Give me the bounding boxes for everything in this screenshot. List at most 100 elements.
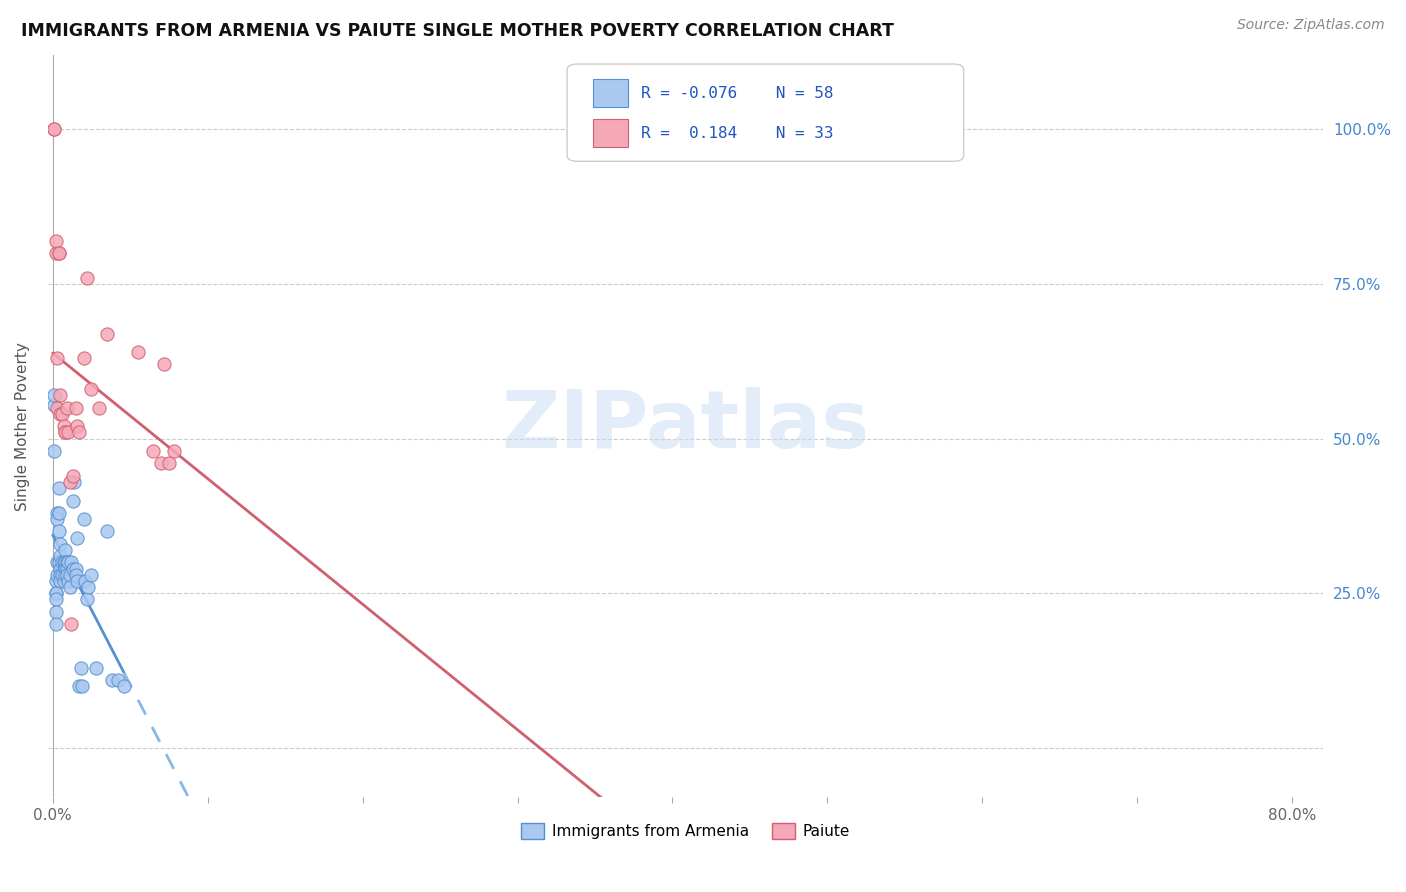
Point xyxy=(44,122,66,136)
Point xyxy=(55,401,77,415)
FancyBboxPatch shape xyxy=(567,64,963,161)
Point xyxy=(84,660,107,674)
Point xyxy=(49,561,72,575)
Point xyxy=(48,555,70,569)
Point xyxy=(52,555,75,569)
Point xyxy=(150,457,173,471)
Point xyxy=(100,673,122,687)
Point xyxy=(46,512,69,526)
Point xyxy=(89,401,111,415)
Text: Source: ZipAtlas.com: Source: ZipAtlas.com xyxy=(1237,18,1385,32)
Point xyxy=(49,388,72,402)
Point xyxy=(49,549,72,564)
Point xyxy=(162,444,184,458)
Bar xyxy=(592,120,628,147)
Point xyxy=(62,561,84,575)
Point xyxy=(45,592,67,607)
Point xyxy=(142,444,165,458)
Point xyxy=(53,567,76,582)
Point xyxy=(73,351,96,366)
Point xyxy=(69,660,91,674)
Point xyxy=(49,574,72,588)
Point xyxy=(45,605,67,619)
Point xyxy=(45,234,67,248)
Point xyxy=(51,567,73,582)
Point xyxy=(157,457,180,471)
Point xyxy=(48,481,70,495)
Point xyxy=(65,401,87,415)
Point xyxy=(65,567,87,582)
Text: IMMIGRANTS FROM ARMENIA VS PAIUTE SINGLE MOTHER POVERTY CORRELATION CHART: IMMIGRANTS FROM ARMENIA VS PAIUTE SINGLE… xyxy=(21,22,894,40)
Point xyxy=(63,475,86,489)
Point xyxy=(65,561,87,575)
Point xyxy=(67,679,90,693)
Point xyxy=(44,388,66,402)
Point xyxy=(45,617,67,632)
Point xyxy=(48,246,70,260)
Point xyxy=(52,419,75,434)
Point xyxy=(53,543,76,558)
Point xyxy=(75,574,97,588)
Point xyxy=(60,555,83,569)
Point xyxy=(52,574,75,588)
Point xyxy=(80,567,103,582)
Point xyxy=(62,468,84,483)
Point xyxy=(76,270,98,285)
Point xyxy=(45,586,67,600)
Point xyxy=(77,580,100,594)
Point xyxy=(55,555,77,569)
Point xyxy=(48,506,70,520)
Point xyxy=(59,567,82,582)
Point xyxy=(60,617,83,632)
Y-axis label: Single Mother Poverty: Single Mother Poverty xyxy=(15,342,30,511)
Point xyxy=(46,567,69,582)
Point xyxy=(55,561,77,575)
Point xyxy=(53,425,76,440)
Point xyxy=(112,679,135,693)
Point xyxy=(51,555,73,569)
Point xyxy=(44,398,66,412)
Point xyxy=(58,425,80,440)
Point xyxy=(46,555,69,569)
Point xyxy=(48,246,70,260)
Point xyxy=(45,246,67,260)
Text: ZIPatlas: ZIPatlas xyxy=(502,387,870,466)
Point xyxy=(80,382,103,396)
Point xyxy=(70,679,93,693)
Point xyxy=(153,358,176,372)
Point xyxy=(46,401,69,415)
Point xyxy=(73,512,96,526)
Point xyxy=(49,567,72,582)
Point xyxy=(58,555,80,569)
Text: R = -0.076    N = 58: R = -0.076 N = 58 xyxy=(641,86,834,101)
Point xyxy=(96,524,118,539)
Point xyxy=(53,555,76,569)
Point xyxy=(76,592,98,607)
Point xyxy=(59,475,82,489)
Text: R =  0.184    N = 33: R = 0.184 N = 33 xyxy=(641,126,834,141)
Point xyxy=(46,506,69,520)
Point xyxy=(49,407,72,421)
Point xyxy=(62,493,84,508)
Point xyxy=(45,574,67,588)
Bar xyxy=(592,79,628,107)
Point xyxy=(66,531,89,545)
Point xyxy=(58,574,80,588)
Point xyxy=(127,345,149,359)
Point xyxy=(55,567,77,582)
Point xyxy=(66,419,89,434)
Point xyxy=(49,537,72,551)
Point xyxy=(59,580,82,594)
Point xyxy=(44,444,66,458)
Point xyxy=(66,574,89,588)
Point xyxy=(53,561,76,575)
Point xyxy=(107,673,129,687)
Point xyxy=(46,351,69,366)
Point xyxy=(51,407,73,421)
Point xyxy=(45,586,67,600)
Point xyxy=(67,425,90,440)
Point xyxy=(96,326,118,341)
Point xyxy=(53,425,76,440)
Point xyxy=(44,122,66,136)
Point xyxy=(48,524,70,539)
